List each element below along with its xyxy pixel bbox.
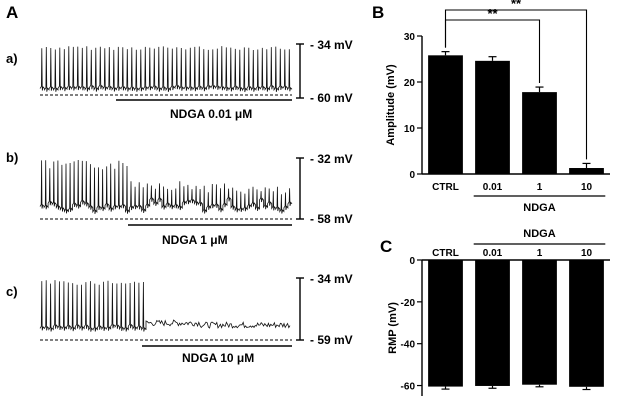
- trace-a: a) - 34 mV - 60 mV NDGA 0.01 μM: [6, 38, 353, 121]
- significance-label: **: [487, 6, 498, 21]
- panel-letter-b: B: [372, 3, 384, 22]
- group-label: NDGA: [523, 202, 555, 214]
- category-label: CTRL: [432, 248, 459, 259]
- bar-0.01: [475, 260, 510, 386]
- y-tick-label: 0: [409, 170, 415, 181]
- trace-b-top-label: - 32 mV: [310, 152, 353, 166]
- category-label: 10: [581, 248, 593, 259]
- y-tick-label: -40: [401, 340, 416, 351]
- y-tick-label: 20: [404, 78, 416, 89]
- y-axis-label: Amplitude (mV): [385, 64, 397, 146]
- bar-10: [569, 168, 604, 174]
- y-tick-label: -60: [401, 382, 416, 393]
- y-tick-label: 10: [404, 124, 416, 135]
- trace-a-top-label: - 34 mV: [310, 38, 353, 52]
- rmp-bar-chart: 0 -20 -40 -60 RMP (mV) CTRL 0.01 1 10 NDGA: [387, 228, 610, 396]
- trace-c-row-label: c): [6, 284, 18, 299]
- y-tick-label: 30: [404, 32, 416, 43]
- trace-b-waveform: [39, 159, 293, 214]
- trace-b-bottom-label: - 58 mV: [310, 212, 353, 226]
- trace-a-waveform: [39, 46, 293, 93]
- category-label: 0.01: [483, 248, 503, 259]
- category-label: CTRL: [432, 182, 459, 193]
- y-axis-label: RMP (mV): [387, 302, 399, 354]
- bar-CTRL: [428, 260, 463, 387]
- bar-CTRL: [428, 55, 463, 174]
- bar-10: [569, 260, 604, 387]
- panel-letter-a: A: [6, 3, 18, 22]
- significance-label: **: [511, 0, 522, 11]
- panel-letter-c: C: [380, 237, 392, 256]
- category-label: 1: [537, 248, 543, 259]
- bar-0.01: [475, 60, 510, 175]
- group-label: NDGA: [523, 228, 555, 240]
- trace-b-drug-label: NDGA 1 μM: [162, 233, 228, 247]
- trace-a-row-label: a): [6, 51, 18, 66]
- amplitude-bar-chart: 0 10 20 30 Amplitude (mV) CTRL 0.01 1 10 NDGA ** **: [385, 0, 610, 214]
- category-label: 1: [537, 182, 543, 193]
- trace-c-top-label: - 34 mV: [310, 272, 353, 286]
- trace-b: b) - 32 mV - 58 mV NDGA 1 μM: [6, 150, 353, 247]
- category-label: 0.01: [483, 182, 503, 193]
- significance-bracket: [444, 9, 588, 160]
- y-tick-label: 0: [409, 256, 415, 267]
- category-label: 10: [581, 182, 593, 193]
- y-tick-label: -20: [401, 298, 416, 309]
- trace-c-waveform: [39, 280, 291, 332]
- trace-c: c) - 34 mV - 59 mV NDGA 10 μM: [6, 272, 353, 365]
- trace-b-row-label: b): [6, 150, 18, 165]
- trace-c-drug-label: NDGA 10 μM: [182, 351, 254, 365]
- trace-a-bottom-label: - 60 mV: [310, 91, 353, 105]
- bar-1: [522, 260, 557, 385]
- trace-c-bottom-label: - 59 mV: [310, 333, 353, 347]
- bar-1: [522, 92, 557, 174]
- trace-a-drug-label: NDGA 0.01 μM: [170, 107, 252, 121]
